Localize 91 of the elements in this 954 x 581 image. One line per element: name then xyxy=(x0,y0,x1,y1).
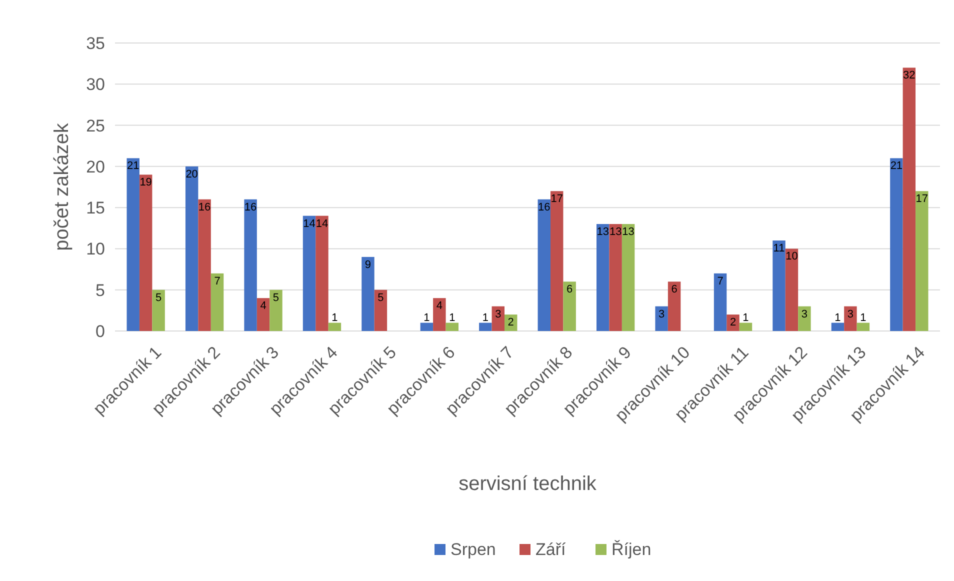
bar xyxy=(210,273,224,331)
bar xyxy=(198,199,211,331)
data-label: 2 xyxy=(508,316,514,329)
data-label: 6 xyxy=(671,284,678,296)
data-label: 5 xyxy=(378,292,384,304)
bar xyxy=(328,322,342,331)
data-label: 10 xyxy=(786,250,798,263)
data-label: 1 xyxy=(860,312,866,324)
bar xyxy=(185,166,198,331)
bar xyxy=(714,273,727,331)
data-label: 5 xyxy=(272,292,280,304)
data-label: 13 xyxy=(609,226,622,238)
data-label: 6 xyxy=(566,284,573,296)
data-label: 20 xyxy=(186,168,198,180)
data-label: 4 xyxy=(260,300,266,312)
legend-label: Září xyxy=(536,540,566,559)
data-label: 3 xyxy=(801,308,808,320)
bar xyxy=(668,282,681,331)
data-label: 1 xyxy=(332,312,338,324)
data-label: 17 xyxy=(916,193,928,206)
data-label: 4 xyxy=(436,300,442,312)
bar xyxy=(916,191,928,331)
bar xyxy=(785,248,798,331)
bar xyxy=(433,298,446,331)
data-label: 21 xyxy=(890,160,903,172)
data-label: 16 xyxy=(538,201,550,214)
data-label: 19 xyxy=(140,176,152,189)
bar xyxy=(831,322,844,331)
data-label: 16 xyxy=(198,201,211,214)
data-label: 7 xyxy=(214,275,220,288)
bar xyxy=(772,240,786,331)
x-axis-title: servisní technik xyxy=(458,473,598,495)
bar xyxy=(798,306,811,331)
data-label: 1 xyxy=(482,312,488,324)
bar xyxy=(244,199,257,331)
bar xyxy=(270,290,282,331)
y-axis-title: počet zakázek xyxy=(51,122,73,251)
bar xyxy=(316,216,328,331)
bar xyxy=(538,199,550,331)
bar xyxy=(739,322,752,331)
y-tick-label: 35 xyxy=(86,34,105,53)
data-label: 7 xyxy=(717,275,724,288)
bar xyxy=(374,290,388,331)
bar xyxy=(856,322,870,331)
bar xyxy=(655,306,668,331)
bar xyxy=(550,191,564,331)
bar xyxy=(126,158,140,331)
legend-label: Říjen xyxy=(612,540,652,559)
bar xyxy=(596,224,610,331)
y-tick-label: 20 xyxy=(86,157,105,176)
y-tick-label: 0 xyxy=(96,322,105,341)
legend-label: Srpen xyxy=(450,540,496,559)
y-tick-label: 5 xyxy=(96,280,105,300)
data-label: 1 xyxy=(424,312,430,324)
data-label: 3 xyxy=(658,308,665,320)
data-label: 16 xyxy=(244,201,257,214)
data-label: 14 xyxy=(303,218,316,230)
data-label: 21 xyxy=(126,160,140,172)
data-label: 13 xyxy=(622,226,634,238)
bar xyxy=(256,298,270,331)
bar xyxy=(139,174,152,331)
bar xyxy=(362,256,374,331)
data-label: 3 xyxy=(495,308,502,320)
bar xyxy=(726,314,740,331)
bar xyxy=(622,224,635,331)
data-label: 14 xyxy=(316,218,328,230)
y-tick-label: 15 xyxy=(86,198,105,218)
data-label: 2 xyxy=(730,316,736,329)
y-tick-label: 30 xyxy=(86,75,105,94)
bar xyxy=(479,322,492,331)
bar xyxy=(420,322,434,331)
y-tick-label: 25 xyxy=(86,116,105,136)
data-label: 1 xyxy=(742,312,749,324)
bar xyxy=(152,290,165,331)
data-label: 1 xyxy=(449,312,456,324)
data-label: 5 xyxy=(155,292,162,304)
bar xyxy=(446,322,459,331)
bar xyxy=(563,282,576,331)
data-label: 32 xyxy=(903,70,916,82)
data-label: 3 xyxy=(847,308,854,320)
bar xyxy=(902,68,916,331)
data-label: 11 xyxy=(773,242,785,254)
data-label: 17 xyxy=(550,193,563,206)
data-label: 13 xyxy=(596,226,609,238)
bar xyxy=(302,216,316,331)
data-label: 1 xyxy=(834,312,841,324)
bar xyxy=(609,224,622,331)
data-label: 9 xyxy=(364,258,372,271)
bar xyxy=(844,306,857,331)
y-tick-label: 10 xyxy=(86,240,105,259)
bar xyxy=(890,158,903,331)
